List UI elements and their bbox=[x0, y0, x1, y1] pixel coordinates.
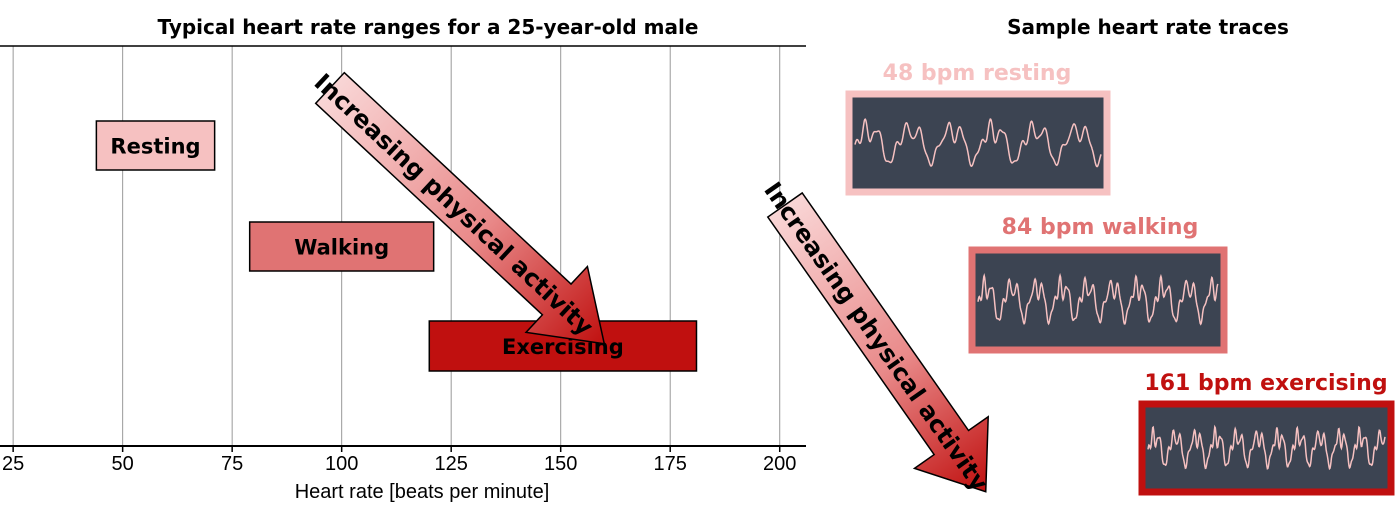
trace-line bbox=[854, 118, 1102, 168]
range-label: Walking bbox=[294, 236, 389, 260]
arrow-label: Increasing physical activity bbox=[758, 177, 993, 497]
x-tick-label: 125 bbox=[434, 453, 467, 475]
x-tick-labels: 25 50 75 100 125 150 175 200 bbox=[2, 446, 796, 475]
trace-panel-exercising: 161 bpm exercising bbox=[1138, 368, 1395, 496]
heart-rate-range-chart: Typical heart rate ranges for a 25-year-… bbox=[0, 15, 806, 503]
range-bar bbox=[248, 221, 435, 272]
arrow-label: Increasing physical activity bbox=[309, 68, 599, 341]
x-tick-label: 175 bbox=[654, 453, 687, 475]
traces-title: Sample heart rate traces bbox=[1007, 15, 1289, 39]
panel-label: 161 bpm exercising bbox=[1144, 371, 1387, 396]
x-tick-label: 25 bbox=[2, 453, 24, 475]
heart-rate-trace-panels: Sample heart rate traces Increasing phys… bbox=[758, 15, 1395, 497]
panel-frame bbox=[845, 90, 1111, 196]
trace-panel-resting: 48 bpm resting bbox=[845, 58, 1111, 196]
trace-panel-walking: 84 bpm walking bbox=[968, 212, 1228, 354]
x-tick-label: 200 bbox=[763, 453, 796, 475]
x-axis-label: Heart rate [beats per minute] bbox=[295, 481, 550, 503]
x-tick-label: 100 bbox=[325, 453, 358, 475]
x-tick-label: 50 bbox=[112, 453, 134, 475]
x-tick-label: 75 bbox=[221, 453, 243, 475]
x-tick-label: 150 bbox=[544, 453, 577, 475]
trace-line bbox=[1147, 424, 1386, 471]
trace-line bbox=[977, 272, 1219, 326]
range-label: Resting bbox=[110, 135, 200, 159]
range-bar bbox=[95, 120, 216, 171]
panel-frame bbox=[1138, 400, 1395, 496]
panel-frame bbox=[968, 246, 1228, 354]
arrow-shape bbox=[766, 191, 989, 493]
chart-title: Typical heart rate ranges for a 25-year-… bbox=[158, 15, 699, 39]
arrow-shape bbox=[314, 71, 606, 345]
panel-label: 84 bpm walking bbox=[1002, 215, 1199, 240]
range-label: Exercising bbox=[502, 335, 624, 359]
range-bars: Resting Walking Exercising bbox=[95, 120, 698, 372]
panel-label: 48 bpm resting bbox=[883, 61, 1072, 86]
